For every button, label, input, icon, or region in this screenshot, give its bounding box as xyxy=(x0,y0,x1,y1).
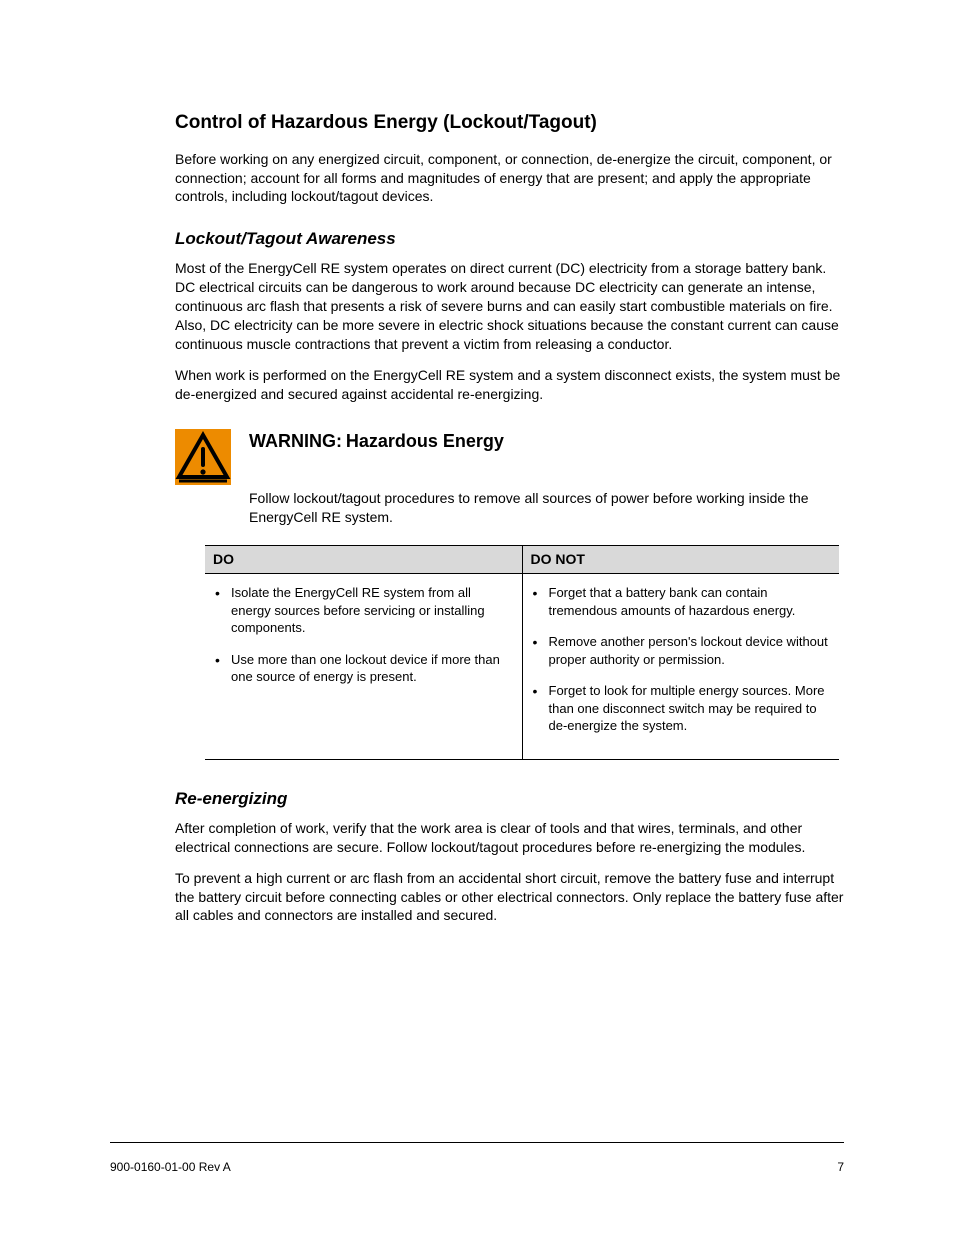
do-not-item: Forget to look for multiple energy sourc… xyxy=(549,682,832,735)
reenergizing-p2: To prevent a high current or arc flash f… xyxy=(175,869,844,926)
reenergizing-heading: Re-energizing xyxy=(175,788,844,811)
lockout-p2: When work is performed on the EnergyCell… xyxy=(175,366,844,404)
table-col-do: Isolate the EnergyCell RE system from al… xyxy=(205,574,522,759)
table-header-do: DO xyxy=(205,546,522,573)
footer-docid: 900-0160-01-00 Rev A xyxy=(110,1159,231,1175)
warning-text: Follow lockout/tagout procedures to remo… xyxy=(249,489,844,527)
section-intro: Before working on any energized circuit,… xyxy=(175,150,844,207)
do-item: Isolate the EnergyCell RE system from al… xyxy=(231,584,514,637)
do-not-item: Forget that a battery bank can contain t… xyxy=(549,584,832,619)
table-header-do-not: DO NOT xyxy=(522,546,840,573)
lockout-p1: Most of the EnergyCell RE system operate… xyxy=(175,259,844,353)
table-header-row: DO DO NOT xyxy=(205,545,839,574)
warning-sublabel: Hazardous Energy xyxy=(346,429,504,451)
footer-page-number: 7 xyxy=(837,1159,844,1175)
table-body: Isolate the EnergyCell RE system from al… xyxy=(205,574,839,760)
table-col-do-not: Forget that a battery bank can contain t… xyxy=(522,574,840,759)
page-footer: 900-0160-01-00 Rev A 7 xyxy=(110,1159,844,1175)
do-donot-table: DO DO NOT Isolate the EnergyCell RE syst… xyxy=(205,545,839,760)
warning-block: WARNING: Hazardous Energy xyxy=(175,429,844,485)
lockout-heading: Lockout/Tagout Awareness xyxy=(175,228,844,251)
page: Control of Hazardous Energy (Lockout/Tag… xyxy=(0,0,954,1235)
warning-icon xyxy=(175,429,231,485)
section-title: Control of Hazardous Energy (Lockout/Tag… xyxy=(175,110,844,136)
do-item: Use more than one lockout device if more… xyxy=(231,651,514,686)
reenergizing-p1: After completion of work, verify that th… xyxy=(175,819,844,857)
warning-heading: WARNING: Hazardous Energy xyxy=(249,429,504,453)
do-not-item: Remove another person's lockout device w… xyxy=(549,633,832,668)
footer-rule xyxy=(110,1142,844,1143)
warning-label: WARNING: xyxy=(249,429,342,451)
